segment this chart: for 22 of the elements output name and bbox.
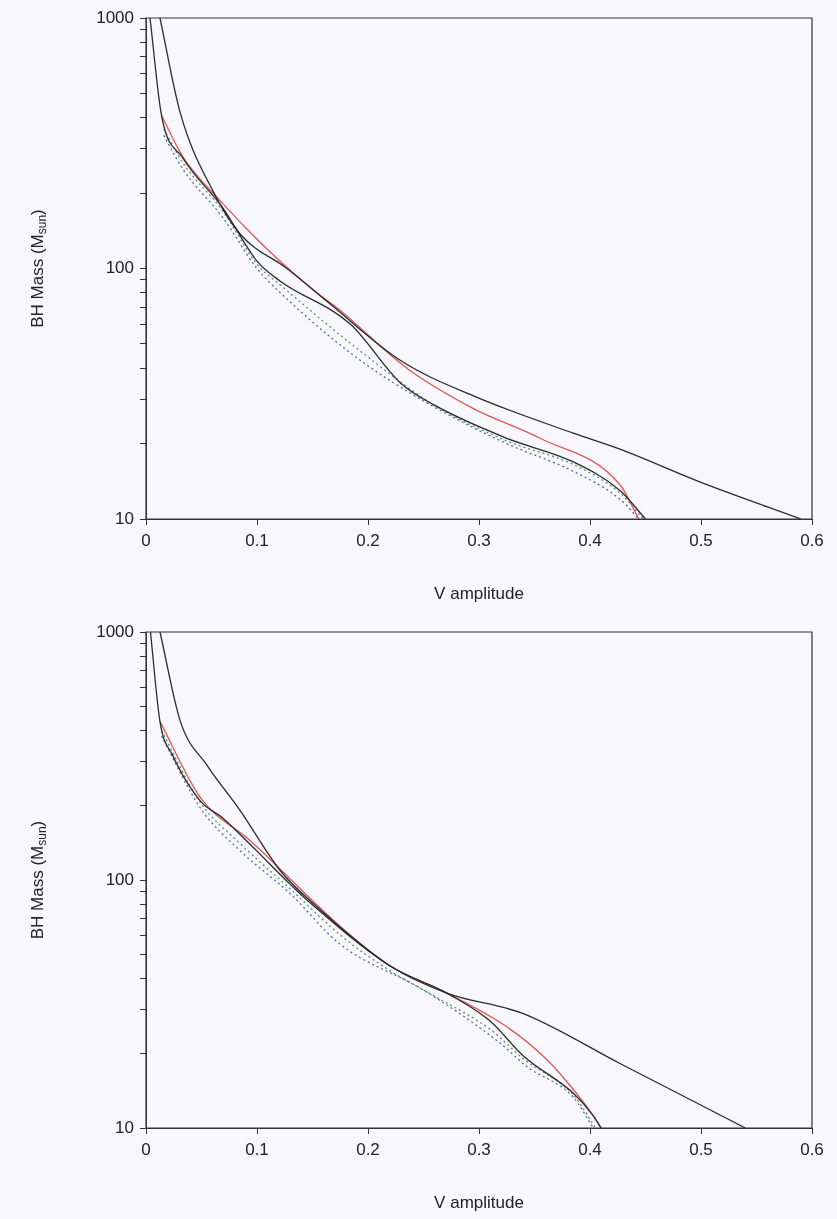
x-tick-label: 0.6 [800,1139,824,1159]
x-tick-label: 0.1 [245,1139,269,1159]
x-tick-label: 0 [141,1139,151,1159]
x-tick-label: 0.5 [689,530,713,550]
x-axis-title: V amplitude [434,584,524,604]
x-tick-label: 0.3 [467,530,491,550]
x-tick-label: 0.6 [800,530,824,550]
y-tick-label: 1000 [96,7,134,27]
x-tick-label: 0.5 [689,1139,713,1159]
x-tick-label: 0.4 [578,530,602,550]
x-tick-label: 0.4 [578,1139,602,1159]
x-tick-label: 0.1 [245,530,269,550]
y-tick-label: 10 [115,1117,134,1137]
y-tick-label: 1000 [96,621,134,641]
y-tick-label: 100 [105,869,134,889]
y-tick-label: 10 [115,508,134,528]
x-tick-label: 0.2 [356,530,380,550]
y-tick-label: 100 [105,258,134,278]
x-tick-label: 0.3 [467,1139,491,1159]
x-tick-label: 0 [141,530,151,550]
x-tick-label: 0.2 [356,1139,380,1159]
x-axis-title: V amplitude [434,1193,524,1213]
